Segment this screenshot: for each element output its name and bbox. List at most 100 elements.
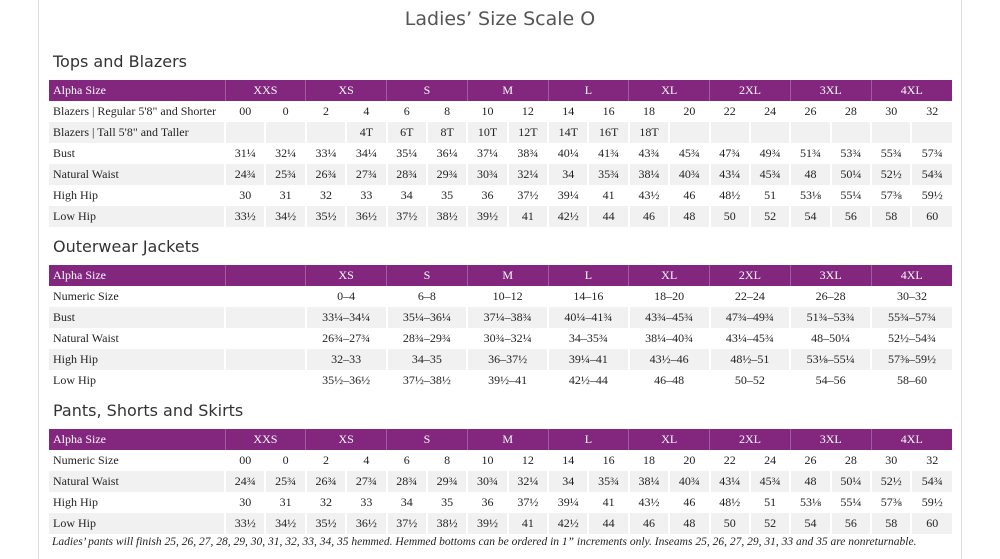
size-cell	[264, 122, 306, 143]
size-cell: 30	[224, 492, 266, 513]
size-cell: 28	[829, 450, 872, 471]
header-row: Alpha Size XXS XS S M L XL 2XL 3XL 4XL	[49, 429, 952, 450]
size-cell: 37½	[385, 513, 427, 534]
size-cell: 16	[587, 450, 629, 471]
page-title: Ladies’ Size Scale O	[404, 8, 596, 30]
size-cell: 36½	[345, 206, 387, 227]
size-cell: 48	[668, 513, 710, 534]
size-cell: 52½–54¾	[870, 328, 952, 349]
size-cell: 43¼	[708, 471, 750, 492]
size-cell: 30¾	[466, 164, 508, 185]
size-header: XL	[628, 80, 710, 101]
row-label: High Hip	[53, 495, 98, 509]
header-row: Alpha Size XXS XS S M L XL 2XL 3XL 4XL	[49, 80, 952, 101]
size-cell: 6	[385, 101, 427, 122]
size-cell: 18T	[627, 122, 670, 143]
table-body: Alpha Size XXS XS S M L XL 2XL 3XL 4XL Numeric Siz…	[49, 429, 952, 534]
table-row: Numeric Size 00 0 2 4 6 8 10 12 14 16 18 20 22 24 26 28 3…	[49, 450, 952, 471]
table-body: Alpha Size XXS XS S M L XL 2XL 3XL 4XL Blazers | R…	[49, 80, 952, 227]
size-cell: 37¼–38¾	[466, 307, 549, 328]
header-label: Alpha Size	[49, 429, 226, 450]
size-cell: 52½	[870, 471, 912, 492]
size-cell: 22	[708, 450, 750, 471]
table-row: Low Hip 33½ 34½ 35½ 36½ 37½ 38½ 39½ 41 42½ 44 46 48 5…	[49, 513, 952, 534]
size-header: 3XL	[789, 80, 872, 101]
size-cell: 55¼	[829, 185, 872, 206]
size-cell: 39½	[466, 206, 508, 227]
size-header: 2XL	[709, 80, 791, 101]
size-cell: 60	[910, 206, 952, 227]
sections: Tops and Blazers Alpha Size XXS XS S M L XL 2XL 3…	[49, 48, 952, 534]
size-cell: 51¾	[789, 143, 831, 164]
size-cell: 55¾	[870, 143, 912, 164]
size-cell: 16	[587, 101, 629, 122]
table-body: Alpha Size XS S M L XL 2XL 3XL 4XL Numeric Size 0–…	[49, 265, 952, 391]
size-cell: 53⅛	[789, 492, 831, 513]
size-cell: 38¼	[627, 164, 670, 185]
size-cell: 53¾	[829, 143, 872, 164]
size-cell: 48½	[708, 185, 750, 206]
row-label: Numeric Size	[53, 289, 119, 303]
size-cell: 36	[466, 492, 508, 513]
size-cell: 51	[748, 492, 791, 513]
size-cell: 57⅜–59½	[870, 349, 952, 370]
section-heading: Pants, Shorts and Skirts	[53, 401, 244, 420]
size-cell: 33	[345, 492, 387, 513]
size-cell: 41¾	[587, 143, 629, 164]
size-header: XS	[305, 265, 387, 286]
blank-cell	[224, 370, 306, 391]
size-cell: 12	[506, 450, 549, 471]
size-cell: 6–8	[385, 286, 468, 307]
size-cell	[748, 122, 791, 143]
size-cell: 37½	[506, 185, 549, 206]
row-label: Blazers | Tall 5'8" and Taller	[49, 122, 226, 143]
size-cell: 22	[708, 101, 750, 122]
size-header: 3XL	[789, 429, 872, 450]
size-cell: 14	[547, 450, 589, 471]
section-heading: Tops and Blazers	[53, 52, 187, 71]
size-cell: 43¼–45¾	[708, 328, 791, 349]
size-cell: 27¾	[345, 164, 387, 185]
size-cell: 44	[587, 513, 629, 534]
card	[38, 0, 962, 559]
size-cell: 38½	[425, 513, 468, 534]
size-cell: 20	[668, 101, 710, 122]
size-cell	[304, 122, 347, 143]
size-cell: 44	[587, 206, 629, 227]
size-cell: 35½	[304, 206, 347, 227]
size-cell: 40¾	[668, 164, 710, 185]
size-cell: 2	[304, 101, 347, 122]
table-row: High Hip 30 31 32 33 34 35 36 37½ 39¼ 41 43½ 46 48½ 51…	[49, 185, 952, 206]
row-label: Numeric Size	[53, 453, 119, 467]
blank-cell	[224, 286, 306, 307]
header-row: Alpha Size XS S M L XL 2XL 3XL 4XL	[49, 265, 952, 286]
size-cell: 6	[385, 450, 427, 471]
size-cell: 32¼	[264, 143, 306, 164]
size-cell	[870, 122, 912, 143]
size-cell: 40¼	[547, 143, 589, 164]
size-cell: 48	[668, 206, 710, 227]
size-cell: 32	[304, 185, 347, 206]
blank-cell	[224, 328, 306, 349]
size-cell: 26¾	[304, 471, 347, 492]
size-cell: 2	[304, 450, 347, 471]
size-cell: 28¾–29¾	[385, 328, 468, 349]
size-cell: 58	[870, 513, 912, 534]
size-cell: 31	[264, 185, 306, 206]
size-cell: 40¼–41¾	[547, 307, 629, 328]
size-cell: 35	[425, 185, 468, 206]
size-header: XL	[628, 265, 710, 286]
size-cell: 48	[789, 471, 831, 492]
table-row: High Hip 30 31 32 33 34 35 36 37½ 39¼ 41 43½ 46 48½ 51…	[49, 492, 952, 513]
size-cell: 8T	[425, 122, 468, 143]
size-cell	[708, 122, 750, 143]
size-cell: 32	[910, 450, 952, 471]
size-cell: 34	[385, 492, 427, 513]
size-cell: 12T	[506, 122, 549, 143]
size-cell: 0–4	[304, 286, 387, 307]
size-cell: 34–35¾	[547, 328, 629, 349]
size-cell	[910, 122, 952, 143]
size-cell: 10	[466, 450, 508, 471]
size-cell: 30¾–32¼	[466, 328, 549, 349]
